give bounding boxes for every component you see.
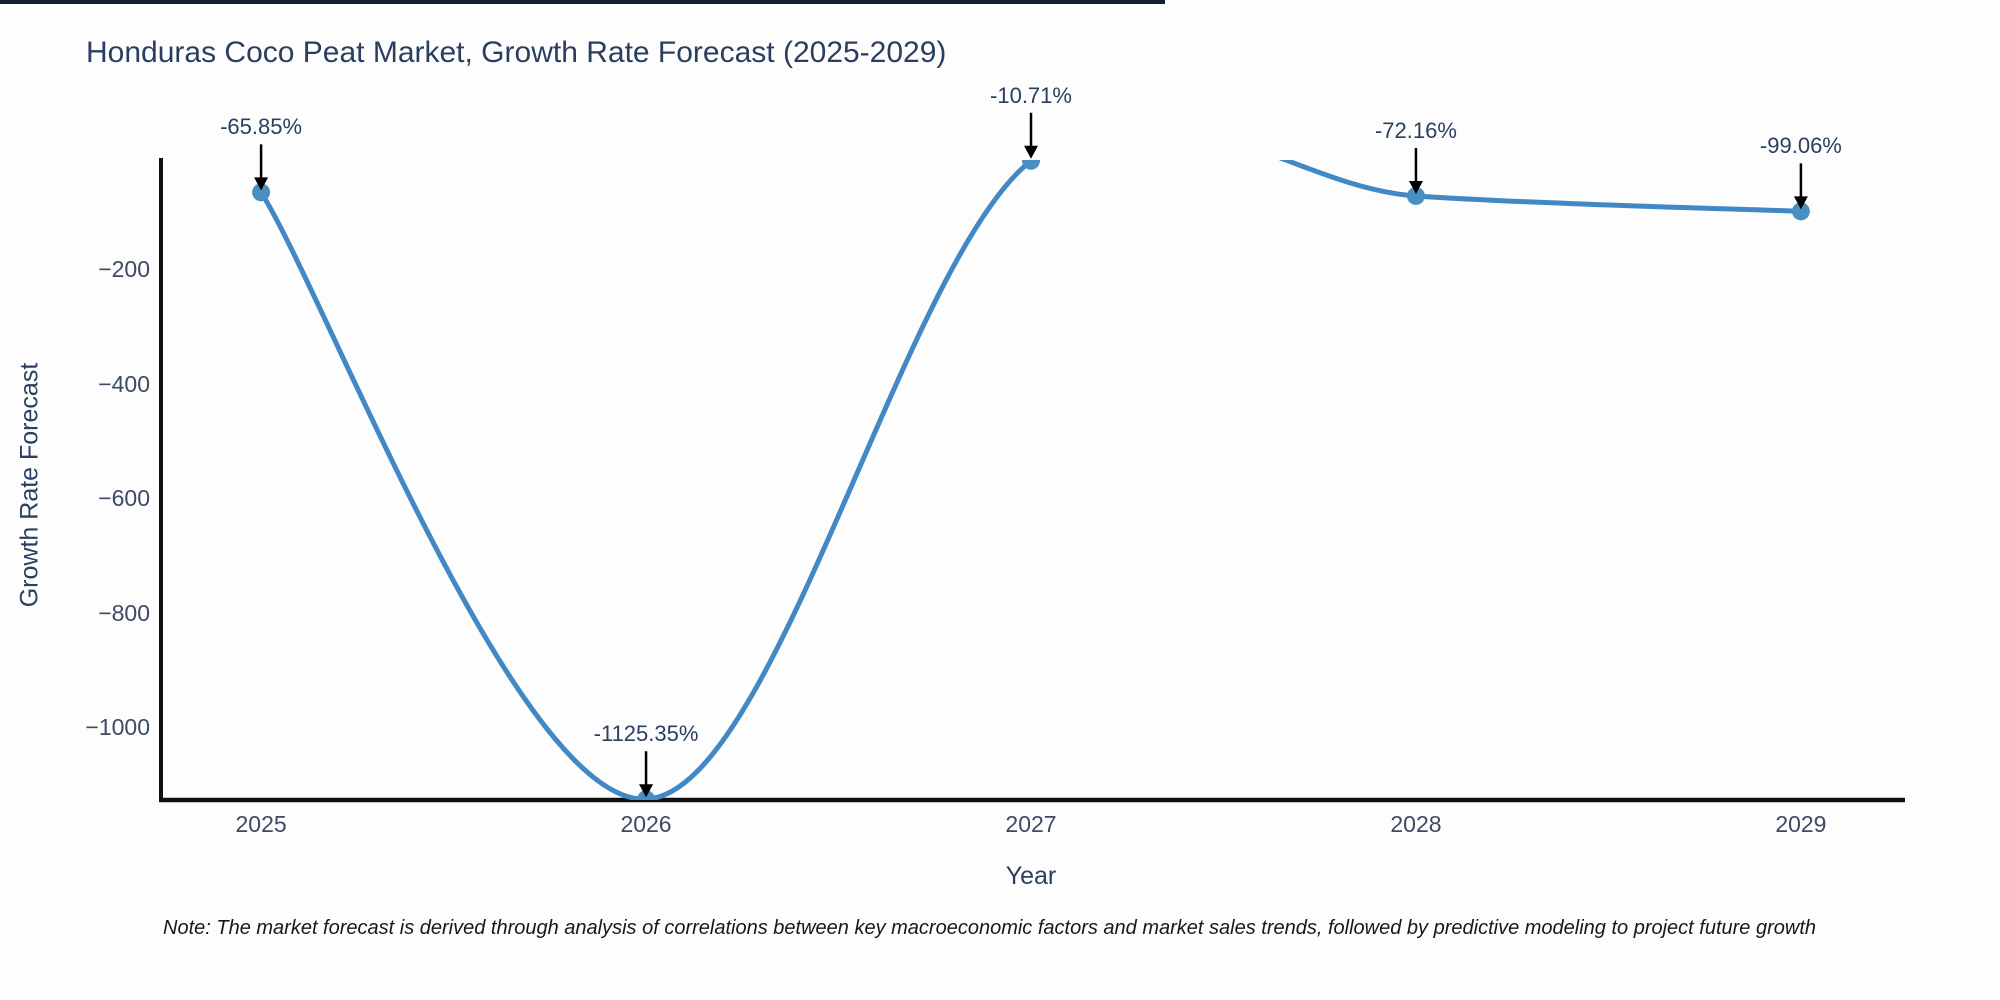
- y-tick-label-200: −200: [98, 256, 150, 283]
- x-tick-label-2027: 2027: [1005, 811, 1057, 837]
- x-tick-label-2029: 2029: [1775, 811, 1827, 837]
- annotation-2026: -1125.35%: [593, 721, 699, 747]
- x-tick-label-2028: 2028: [1390, 811, 1442, 837]
- annotation-arrowhead: [639, 784, 654, 798]
- annotation-arrowhead: [254, 177, 269, 191]
- data-point-marker: [1406, 186, 1425, 205]
- x-tick-label-2026: 2026: [620, 811, 672, 837]
- annotation-arrowhead: [1793, 196, 1808, 210]
- x-tick-label-2025: 2025: [235, 811, 287, 837]
- y-tick-label-800: −800: [98, 599, 150, 626]
- annotation-arrowhead: [1408, 180, 1423, 194]
- footnote: Note: The market forecast is derived thr…: [163, 917, 1817, 939]
- annotation-2027: -10.71%: [990, 82, 1072, 108]
- chart-title: Honduras Coco Peat Market, Growth Rate F…: [86, 36, 947, 69]
- top-edge-bar: [0, 0, 1165, 4]
- annotation-arrowhead: [1024, 145, 1038, 159]
- annotation-2025: -65.85%: [220, 114, 303, 140]
- annotation-2028: -72.16%: [1374, 117, 1457, 143]
- y-tick-label-1000: −1000: [85, 714, 150, 741]
- data-point-marker: [1022, 160, 1040, 170]
- annotation-2029: -99.06%: [1759, 133, 1842, 159]
- data-point-marker: [252, 183, 271, 202]
- y-tick-label-600: −600: [98, 485, 150, 512]
- data-point-marker: [1791, 202, 1810, 221]
- forecast-line: [258, 160, 1804, 800]
- y-tick-label-400: −400: [98, 370, 150, 397]
- x-axis-title: Year: [1005, 862, 1057, 890]
